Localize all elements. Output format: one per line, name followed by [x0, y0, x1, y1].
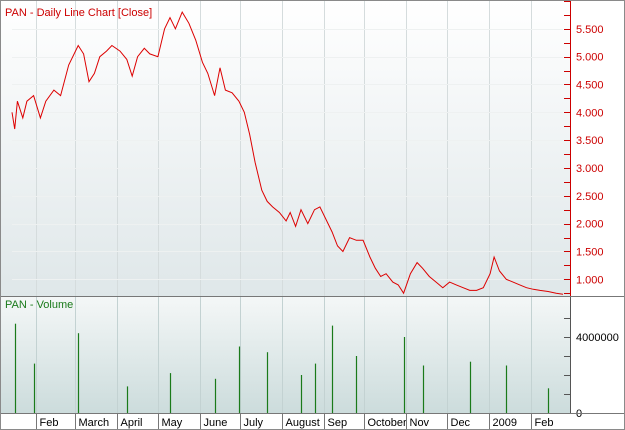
- x-tick-label: 2009: [493, 417, 517, 429]
- x-tick-label: March: [79, 417, 110, 429]
- volume-chart-title: PAN - Volume: [5, 299, 73, 311]
- volume-tick-label: 4000000: [576, 332, 619, 344]
- x-tick-label: Dec: [451, 417, 471, 429]
- price-grid: [12, 1, 563, 296]
- x-tick-label: August: [286, 417, 320, 429]
- x-axis: Feb March April May June July August Sep October…: [36, 413, 554, 429]
- price-tick-label: 2.000: [576, 219, 604, 231]
- price-tick-label: 2.500: [576, 191, 604, 203]
- volume-bars: [14, 323, 550, 413]
- price-tick-label: 5.000: [576, 52, 604, 64]
- x-tick-label: Sep: [328, 417, 348, 429]
- price-tick-label: 3.500: [576, 135, 604, 147]
- volume-panel: [1, 297, 570, 413]
- x-tick-label: May: [162, 417, 183, 429]
- x-tick-label: June: [204, 417, 228, 429]
- price-tick-label: 5.500: [576, 24, 604, 36]
- volume-grid: [36, 297, 532, 413]
- volume-y-axis: 04000000: [564, 297, 619, 420]
- x-tick-label: October: [368, 417, 407, 429]
- price-tick-label: 3.000: [576, 163, 604, 175]
- price-tick-label: 1.500: [576, 246, 604, 258]
- x-tick-label: Feb: [40, 417, 59, 429]
- price-tick-label: 1.000: [576, 274, 604, 286]
- x-tick-label: July: [244, 417, 264, 429]
- price-tick-label: 4.500: [576, 79, 604, 91]
- price-line: [11, 10, 564, 295]
- x-tick-label: Nov: [410, 417, 430, 429]
- x-tick-label: April: [121, 417, 143, 429]
- price-y-axis: 1.000 1.500 2.000 2.500 3.000 3.500 4.000 4.500…: [564, 1, 604, 296]
- price-panel: [1, 1, 570, 296]
- price-chart-title: PAN - Daily Line Chart [Close]: [5, 7, 152, 19]
- x-tick-label: Feb: [535, 417, 554, 429]
- price-tick-label: 4.000: [576, 107, 604, 119]
